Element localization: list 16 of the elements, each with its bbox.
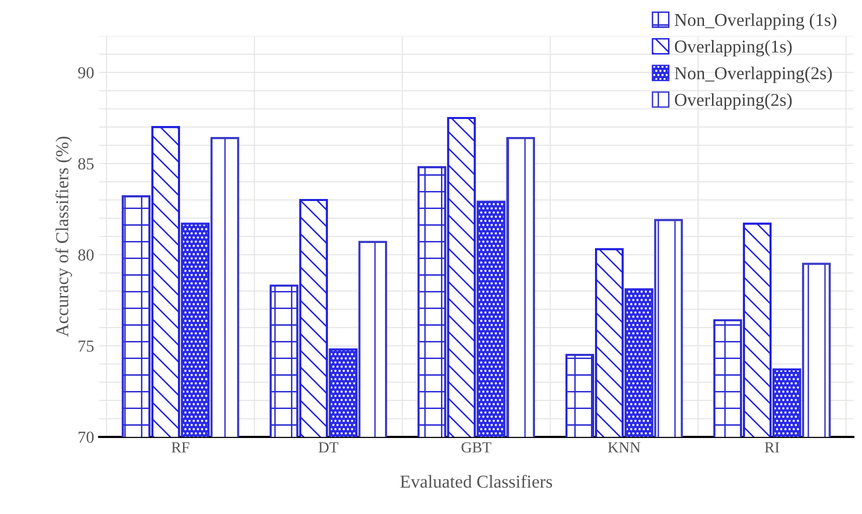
y-tick-label: 70	[78, 432, 94, 443]
x-tick-label: RI	[764, 442, 780, 452]
x-tick-label: DT	[318, 442, 338, 452]
x-tick-label: RF	[172, 442, 190, 452]
legend-label: Non_Overlapping(2s)	[674, 66, 832, 84]
y-tick-label: 75	[78, 340, 94, 352]
y-tick-label: 90	[78, 67, 94, 78]
legend-label: Overlapping(1s)	[674, 40, 792, 56]
legend-label: Overlapping(2s)	[674, 93, 792, 110]
x-axis-title: Evaluated Classifiers	[400, 474, 552, 488]
legend-label: Non_Overlapping (1s)	[674, 13, 836, 30]
x-tick-label: KNN	[608, 442, 640, 452]
y-axis-title: Accuracy of Classifiers (%)	[55, 136, 72, 337]
y-tick-label: 85	[78, 158, 94, 170]
y-tick-label: 80	[78, 249, 94, 261]
x-tick-label: GBT	[462, 442, 492, 453]
